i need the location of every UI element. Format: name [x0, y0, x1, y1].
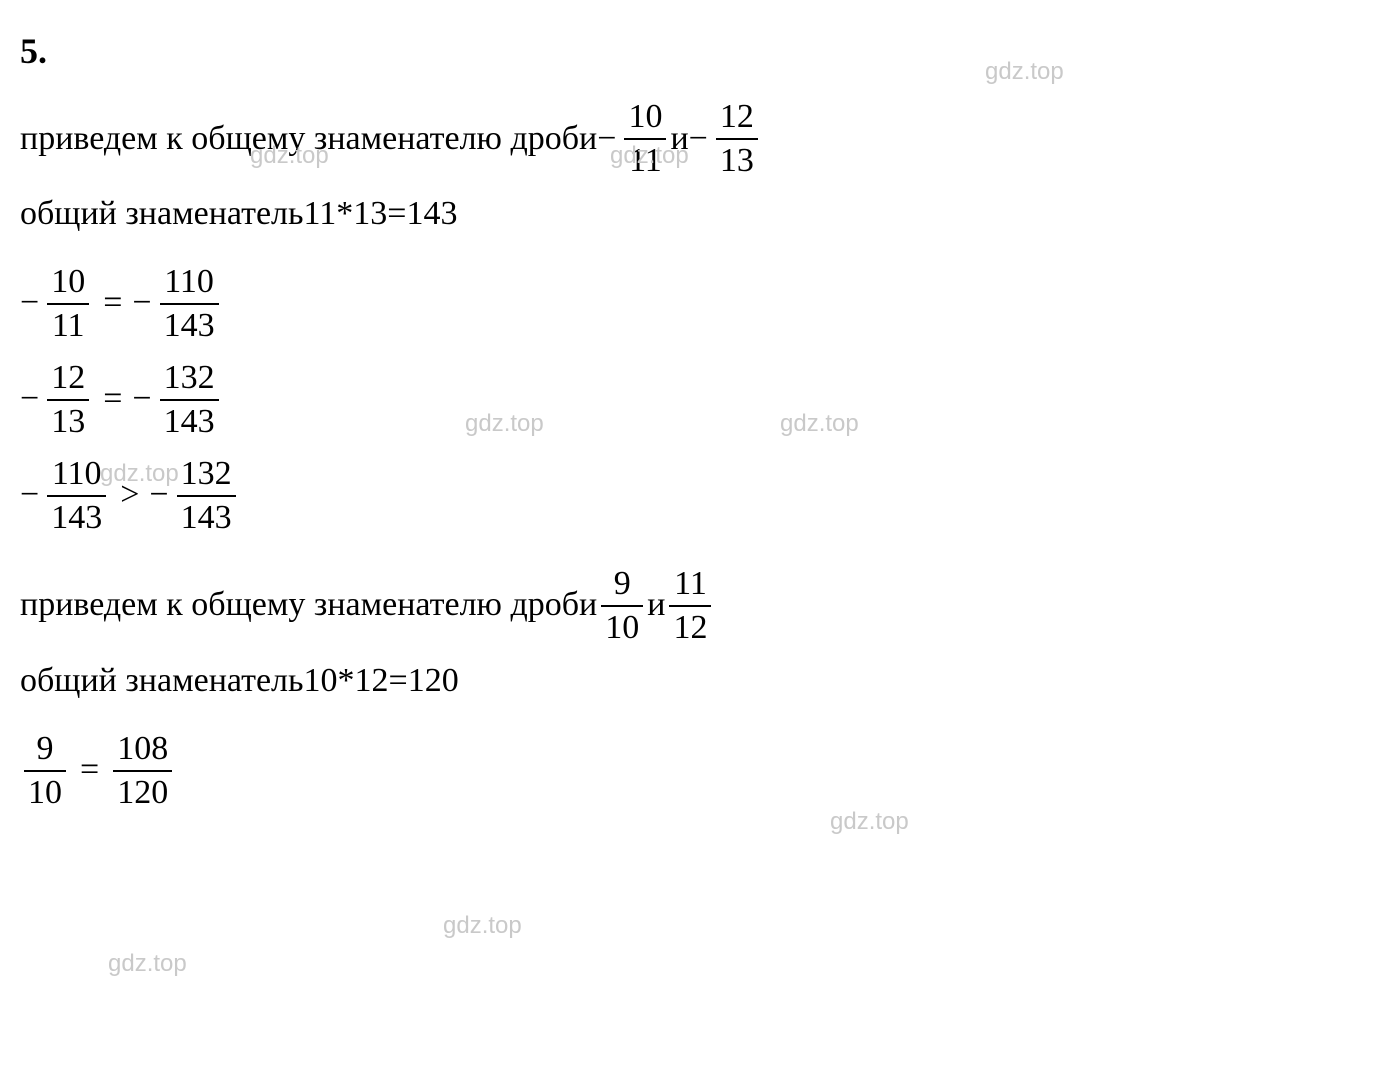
watermark: gdz.top [830, 808, 909, 836]
fraction-bar [24, 770, 66, 772]
fraction-bar [47, 495, 106, 497]
numerator: 132 [177, 455, 236, 493]
fraction-bar [177, 495, 236, 497]
fraction: 10 11 [624, 98, 666, 180]
neg-frac: − 132 143 [132, 359, 222, 441]
numerator: 132 [160, 359, 219, 397]
neg-frac: − 132 143 [149, 455, 239, 537]
fraction: 132 143 [160, 359, 219, 441]
denominator: 13 [47, 403, 89, 441]
minus-sign: − [132, 283, 151, 324]
neg-frac: − 10 11 [597, 98, 670, 180]
text: * [336, 194, 353, 235]
minus-sign: − [20, 283, 39, 324]
text: = [389, 661, 408, 702]
fraction-bar [113, 770, 172, 772]
numerator: 110 [48, 455, 106, 493]
denominator: 143 [47, 499, 106, 537]
denominator: 120 [113, 774, 172, 812]
fraction: 12 13 [47, 359, 89, 441]
text: приведем к общему знаменателю дроби [20, 119, 597, 160]
numerator: 110 [160, 263, 218, 301]
minus-sign: − [149, 475, 168, 516]
fraction: 11 12 [669, 565, 711, 647]
numerator: 108 [113, 730, 172, 768]
text: 143 [406, 194, 457, 235]
numerator: 10 [624, 98, 666, 136]
numerator: 12 [47, 359, 89, 397]
denominator: 10 [601, 609, 643, 647]
line-2: общий знаменатель 11 * 13 = 143 [20, 194, 1363, 235]
fraction-bar [624, 138, 666, 140]
text: = [387, 194, 406, 235]
denominator: 10 [24, 774, 66, 812]
fraction-bar [601, 605, 643, 607]
numerator: 9 [610, 565, 635, 603]
line-3: − 10 11 = − 110 143 [20, 263, 1363, 345]
page: 5. приведем к общему знаменателю дроби −… [0, 0, 1383, 1079]
text: и [647, 585, 665, 626]
text: общий знаменатель [20, 194, 304, 235]
text: приведем к общему знаменателю дроби [20, 585, 597, 626]
denominator: 143 [160, 403, 219, 441]
denominator: 11 [625, 142, 666, 180]
watermark: gdz.top [443, 912, 522, 940]
fraction: 12 13 [716, 98, 758, 180]
equals: = [103, 283, 122, 324]
text: 12 [355, 661, 389, 702]
minus-sign: − [597, 119, 616, 160]
fraction-bar [47, 303, 89, 305]
minus-sign: − [20, 475, 39, 516]
fraction: 132 143 [177, 455, 236, 537]
neg-frac: − 12 13 [689, 98, 762, 180]
greater-than: > [120, 475, 139, 516]
numerator: 11 [670, 565, 711, 603]
fraction: 10 11 [47, 263, 89, 345]
fraction: 9 10 [601, 565, 643, 647]
fraction: 110 143 [47, 455, 106, 537]
line-1: приведем к общему знаменателю дроби − 10… [20, 98, 1363, 180]
text: 120 [408, 661, 459, 702]
line-9: 9 10 = 108 120 [20, 730, 1363, 812]
numerator: 9 [33, 730, 58, 768]
fraction: 108 120 [113, 730, 172, 812]
denominator: 13 [716, 142, 758, 180]
neg-frac: − 110 143 [20, 455, 110, 537]
text: 11 [304, 194, 337, 235]
line-4: − 12 13 = − 132 143 [20, 359, 1363, 441]
minus-sign: − [20, 379, 39, 420]
neg-frac: − 12 13 [20, 359, 93, 441]
denominator: 11 [48, 307, 89, 345]
neg-frac: − 10 11 [20, 263, 93, 345]
text: общий знаменатель [20, 661, 304, 702]
problem-number: 5. [20, 30, 1363, 72]
equals: = [103, 379, 122, 420]
minus-sign: − [132, 379, 151, 420]
fraction-bar [160, 303, 219, 305]
line-8: общий знаменатель 10 * 12 = 120 [20, 661, 1363, 702]
denominator: 143 [160, 307, 219, 345]
fraction: 110 143 [160, 263, 219, 345]
text: 10 [304, 661, 338, 702]
denominator: 12 [669, 609, 711, 647]
equals: = [80, 750, 99, 791]
numerator: 10 [47, 263, 89, 301]
fraction-bar [716, 138, 758, 140]
minus-sign: − [689, 119, 708, 160]
text: и [670, 119, 688, 160]
watermark: gdz.top [108, 950, 187, 978]
fraction-bar [160, 399, 219, 401]
line-7: приведем к общему знаменателю дроби 9 10… [20, 565, 1363, 647]
fraction: 9 10 [24, 730, 66, 812]
fraction-bar [47, 399, 89, 401]
neg-frac: − 110 143 [132, 263, 222, 345]
text: * [338, 661, 355, 702]
denominator: 143 [177, 499, 236, 537]
text: 13 [353, 194, 387, 235]
line-5: − 110 143 > − 132 143 [20, 455, 1363, 537]
numerator: 12 [716, 98, 758, 136]
fraction-bar [669, 605, 711, 607]
